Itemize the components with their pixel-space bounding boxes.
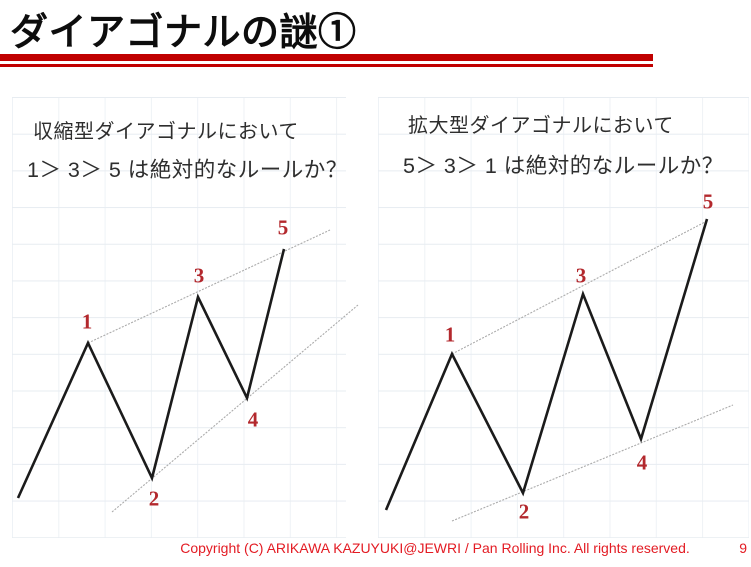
wave-label: 3 — [575, 263, 587, 288]
wave-label: 2 — [148, 486, 160, 511]
wave-label: 5 — [277, 215, 289, 240]
title-underline-thin — [0, 64, 653, 67]
expanding-question: 5＞ 3＞ 1 は絶対的なルールか？ — [403, 154, 724, 178]
expanding-diagonal-panel: 拡大型ダイアゴナルにおいて 5＞ 3＞ 1 は絶対的なルールか？ — [378, 97, 749, 538]
title-underline-thick — [0, 54, 653, 61]
wave-label: 1 — [81, 309, 93, 334]
wave-label: 2 — [518, 499, 530, 524]
page-title: ダイアゴナルの謎① — [10, 12, 357, 54]
wave-label: 5 — [702, 189, 714, 214]
contracting-heading: 収縮型ダイアゴナルにおいて — [33, 121, 299, 143]
contracting-diagonal-panel: 収縮型ダイアゴナルにおいて 1＞ 3＞ 5 は絶対的なルールか？ — [12, 97, 348, 538]
page-number: 9 — [739, 540, 747, 556]
wave-label: 4 — [636, 450, 648, 475]
copyright-text: Copyright (C) ARIKAWA KAZUYUKI@JEWRI / P… — [180, 540, 690, 556]
contracting-question: 1＞ 3＞ 5 は絶対的なルールか？ — [27, 158, 348, 182]
wave-label: 3 — [193, 263, 205, 288]
expanding-heading: 拡大型ダイアゴナルにおいて — [408, 115, 674, 137]
wave-label: 1 — [444, 322, 456, 347]
wave-label: 4 — [247, 407, 259, 432]
